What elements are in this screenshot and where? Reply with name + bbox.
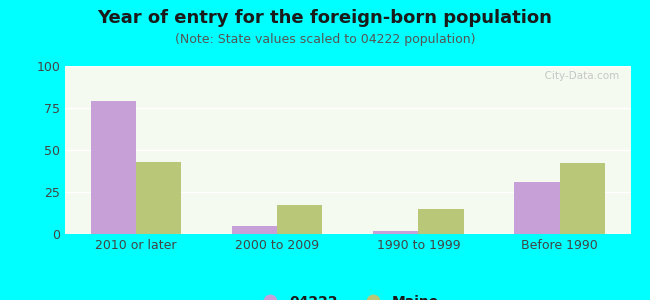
Text: City-Data.com: City-Data.com [538, 71, 619, 81]
Bar [232, 226, 277, 234]
Bar [560, 164, 604, 234]
Bar [91, 101, 136, 234]
Text: (Note: State values scaled to 04222 population): (Note: State values scaled to 04222 popu… [175, 33, 475, 46]
Text: Year of entry for the foreign-born population: Year of entry for the foreign-born popul… [98, 9, 552, 27]
Bar [419, 209, 463, 234]
Legend: 04222, Maine: 04222, Maine [250, 289, 445, 300]
Bar [277, 206, 322, 234]
Bar [514, 182, 560, 234]
Bar [136, 162, 181, 234]
Bar [373, 231, 419, 234]
